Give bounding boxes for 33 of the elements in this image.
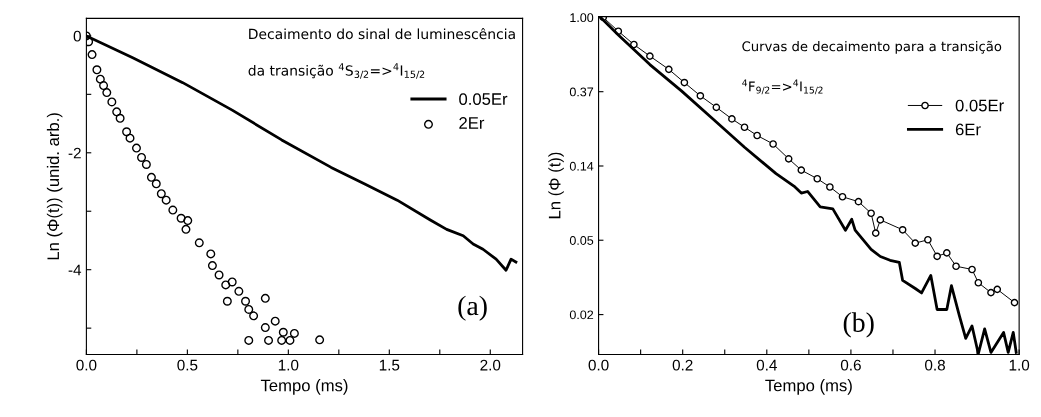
x-tick-label: 0.5	[177, 359, 198, 371]
annotation: (a)	[458, 295, 487, 321]
x-tick-label: 0.8	[925, 359, 945, 371]
legend-label: 0.05Er	[955, 99, 1004, 112]
legend-label: 2Er	[459, 117, 485, 129]
x-tick-label: 0.2	[672, 359, 693, 371]
x-tick-label: 0.0	[588, 359, 609, 371]
legend-label: 0.05Er	[459, 93, 508, 105]
x-tick-label: 0.6	[840, 359, 861, 371]
annotation: $^{4}$F$_{9/2}$=>$^{4}$I$_{15/2}$	[742, 79, 823, 95]
annotation: da transição $^{4}$S$_{3/2}$=>$^{4}$I$_{15/2}$	[248, 63, 425, 79]
y-tick-label: 0.14	[569, 161, 594, 171]
x-tick-label: 0.0	[76, 359, 97, 371]
y-axis-title: Ln (Φ (t))	[548, 152, 564, 219]
y-tick-label: 0.02	[569, 310, 594, 320]
y-axis-title: Ln (Φ(t)) (unid. arb.)	[46, 113, 63, 260]
y-tick-label: 0.37	[569, 87, 594, 97]
annotation: Curvas de decaimento para a transição	[742, 40, 1002, 54]
y-tick-label: -4	[68, 264, 82, 276]
x-axis-title: Tempo (ms)	[765, 379, 852, 395]
y-tick-label: 0	[73, 30, 81, 42]
y-tick-label: -2	[68, 147, 81, 159]
x-tick-label: 1.0	[1009, 359, 1030, 371]
annotation: (b)	[843, 312, 874, 338]
x-tick-label: 1.5	[379, 359, 400, 371]
legend-label: 6Er	[955, 123, 981, 136]
x-axis-title: Tempo (ms)	[260, 379, 348, 395]
y-tick-label: 1.00	[570, 13, 594, 23]
x-tick-label: 2.0	[480, 359, 501, 371]
y-tick-label: 0.05	[569, 236, 594, 245]
annotation: Decaimento do sinal de luminescência	[249, 27, 515, 40]
x-tick-label: 1.0	[278, 359, 299, 371]
x-tick-label: 0.4	[756, 359, 777, 371]
